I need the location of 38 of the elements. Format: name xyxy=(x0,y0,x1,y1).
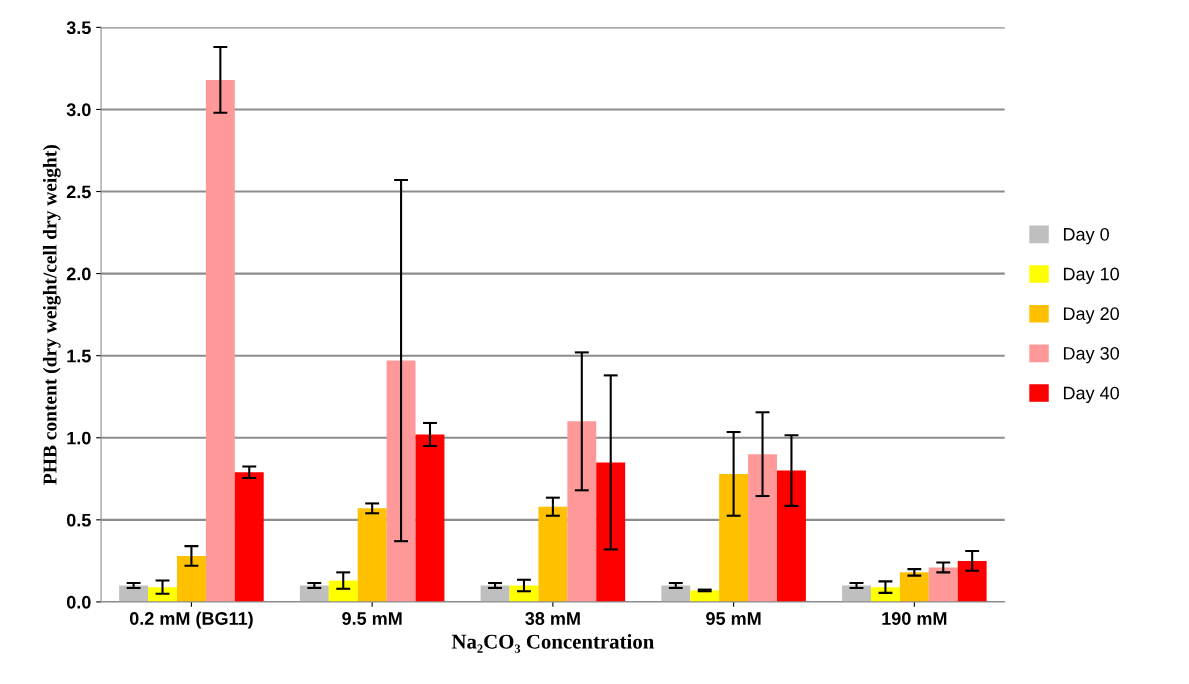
legend-label: Day 20 xyxy=(1063,307,1119,324)
bar xyxy=(596,462,626,602)
y-axis-title: PHB content (dry weight/cell dry weight) xyxy=(42,145,61,485)
x-tick-label: 0.2 mM (BG11) xyxy=(129,611,253,629)
bar xyxy=(928,567,958,602)
bar xyxy=(415,434,445,602)
legend-label: Day 40 xyxy=(1063,386,1119,403)
x-tick-label: 38 mM xyxy=(525,612,580,625)
legend-label: Day 0 xyxy=(1063,227,1109,245)
bar xyxy=(870,587,900,602)
bar xyxy=(328,580,358,602)
bar xyxy=(899,572,929,602)
y-tick-label: 0.0 xyxy=(66,595,91,609)
bar xyxy=(957,560,987,602)
y-tick-label: 1.0 xyxy=(67,431,91,445)
bar xyxy=(748,454,777,602)
bar xyxy=(357,508,387,602)
x-tick-label: 190 mM xyxy=(882,612,947,625)
y-tick-label: 2.0 xyxy=(66,267,91,281)
bar xyxy=(234,472,264,602)
y-tick-label: 3.5 xyxy=(66,21,91,35)
bar xyxy=(719,473,749,602)
bar xyxy=(538,506,568,602)
legend-label: Day 10 xyxy=(1063,267,1119,284)
x-tick-label: 9.5 mM xyxy=(342,612,402,625)
bar xyxy=(690,590,720,602)
y-tick-label: 2.5 xyxy=(66,185,91,199)
x-tick-label: 95 mM xyxy=(706,612,761,625)
y-tick-label: 3.0 xyxy=(66,103,91,117)
x-axis-title: Na₂CO₃ Concentration xyxy=(451,634,655,653)
legend-label: Day 30 xyxy=(1063,346,1119,364)
bar xyxy=(386,360,416,602)
bar xyxy=(776,470,806,602)
bar xyxy=(567,421,597,602)
bar xyxy=(176,555,206,602)
bar xyxy=(205,79,235,602)
y-tick-label: 1.5 xyxy=(67,349,91,363)
y-tick-label: 0.5 xyxy=(66,513,91,527)
